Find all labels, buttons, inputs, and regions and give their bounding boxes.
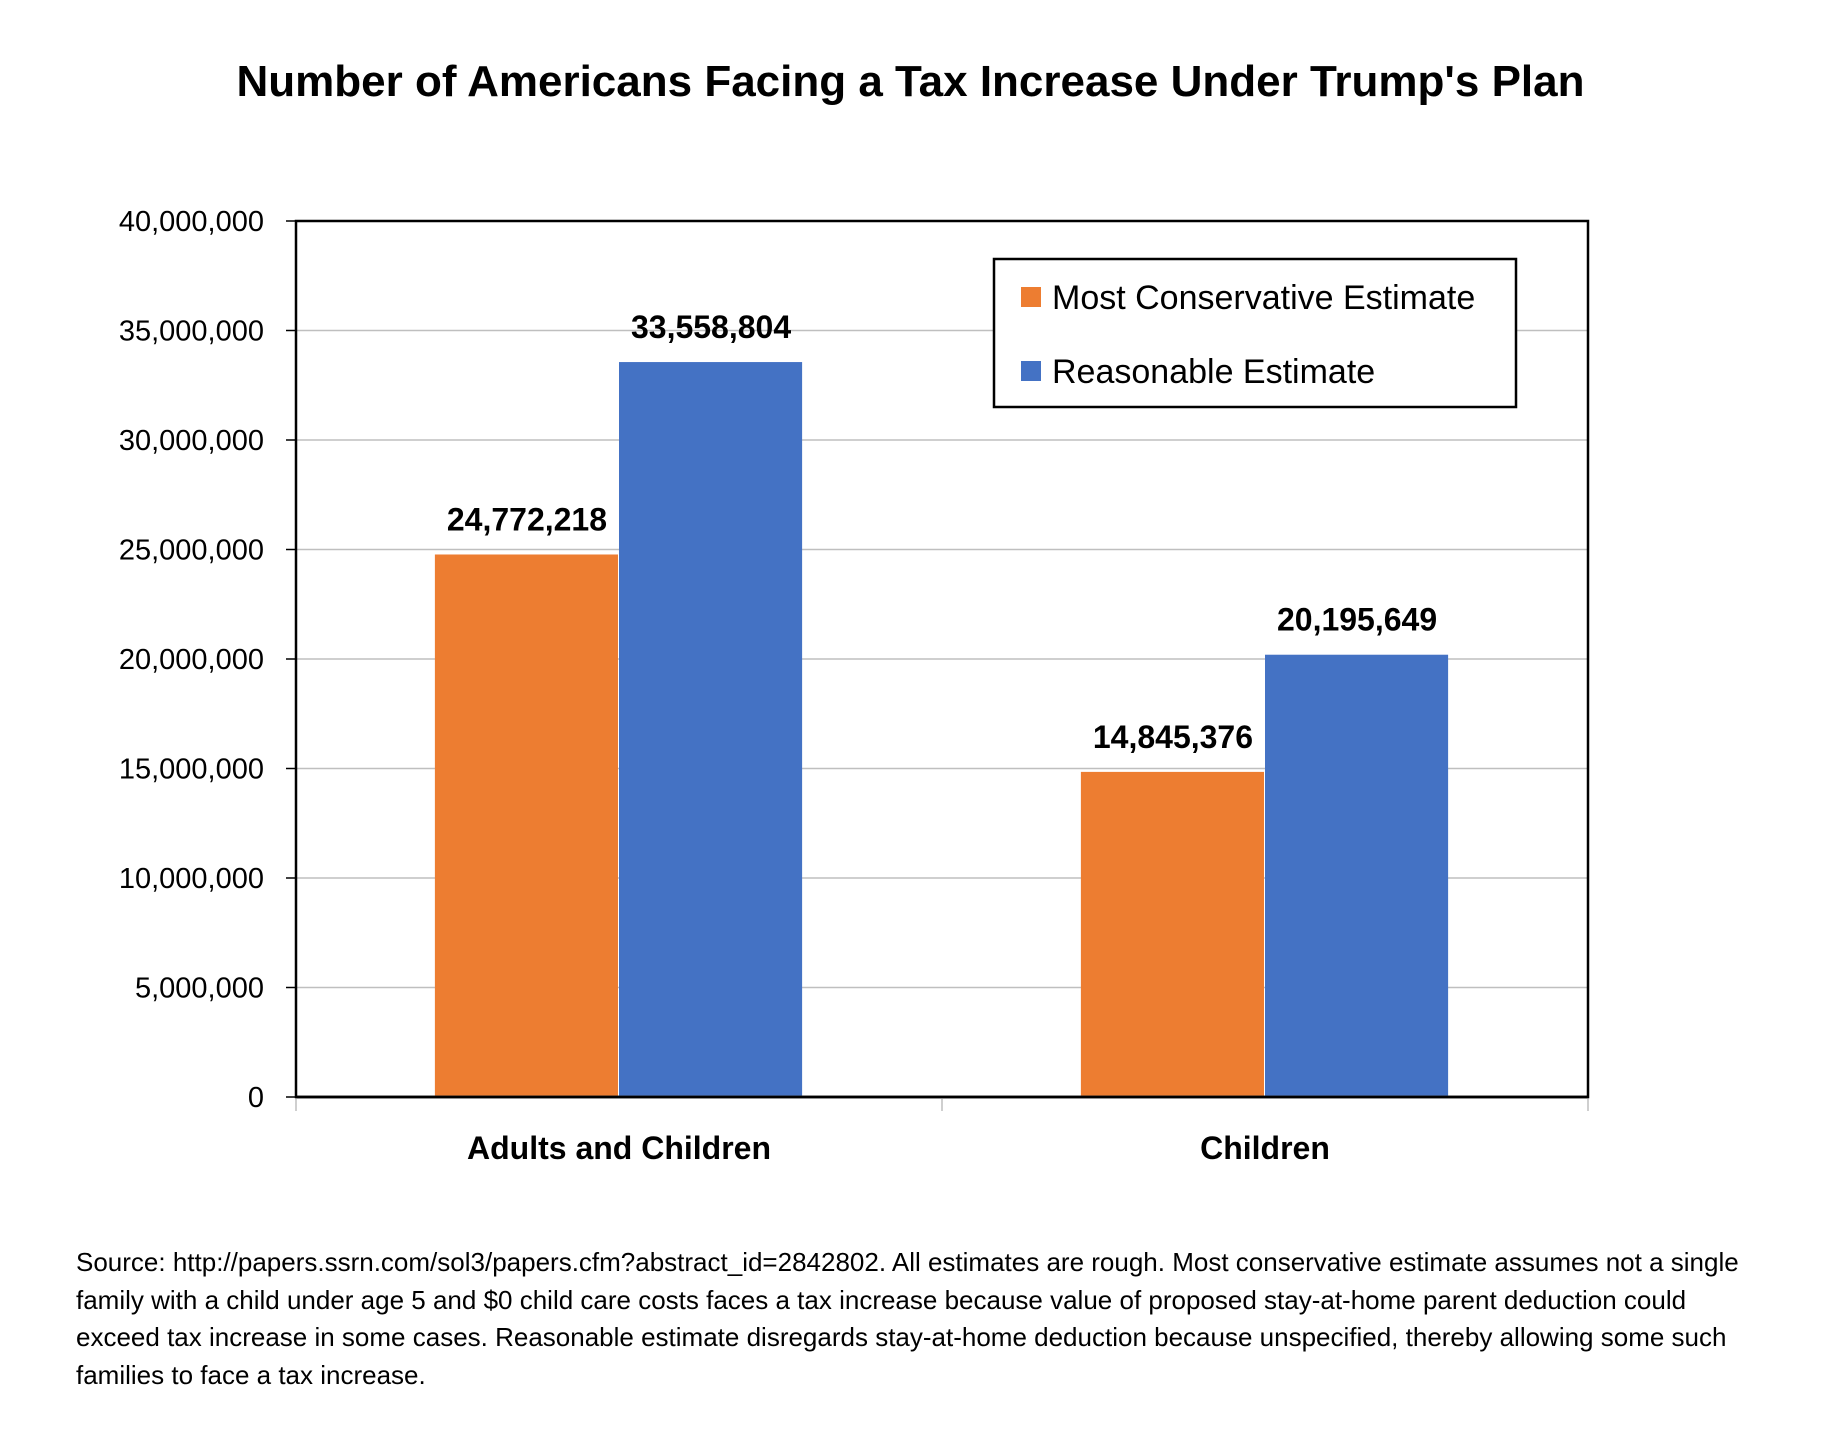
data-label: 14,845,376 (1093, 719, 1253, 755)
y-tick-label: 30,000,000 (119, 425, 264, 457)
legend-swatch (1021, 287, 1041, 307)
y-tick-label: 35,000,000 (119, 316, 264, 348)
legend-box (992, 257, 1518, 409)
y-tick-label: 25,000,000 (119, 535, 264, 567)
data-label: 24,772,218 (447, 501, 607, 537)
category-label: Children (1200, 1130, 1330, 1166)
legend: Most Conservative Estimate Reasonable Est… (992, 257, 1518, 409)
y-tick-label: 15,000,000 (119, 754, 264, 786)
legend-swatch (1021, 361, 1041, 381)
chart-title: Number of Americans Facing a Tax Increas… (236, 57, 1585, 106)
bar-conservative (1080, 771, 1264, 1097)
bar-conservative (434, 554, 618, 1097)
plot-frame (294, 219, 1590, 1099)
data-labels: 24,772,218 33,558,804 14,845,376 20,195,649 (447, 309, 1437, 755)
bar-reasonable (1265, 654, 1449, 1097)
category-label: Adults and Children (467, 1130, 771, 1166)
bar-reasonable (619, 362, 803, 1097)
data-label: 20,195,649 (1277, 602, 1437, 638)
data-label: 33,558,804 (631, 309, 791, 345)
bars (434, 362, 1449, 1097)
y-tick-label: 20,000,000 (119, 644, 264, 676)
legend-label: Reasonable Estimate (1052, 353, 1375, 391)
x-axis: Adults and Children Children (295, 1095, 1589, 1166)
y-tick-label: 10,000,000 (119, 863, 264, 895)
legend-label: Most Conservative Estimate (1052, 279, 1475, 317)
y-tick-label: 5,000,000 (135, 973, 264, 1005)
y-tick-label: 0 (248, 1082, 264, 1114)
y-tick-label: 40,000,000 (119, 206, 264, 238)
source-note: Source: http://papers.ssrn.com/sol3/pape… (76, 1247, 1739, 1390)
y-axis: 0 5,000,000 10,000,000 15,000,000 20,000,000… (119, 206, 296, 1114)
